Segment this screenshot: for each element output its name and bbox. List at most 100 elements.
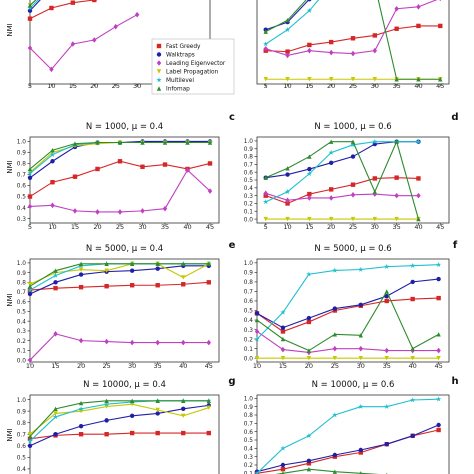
panel-a-x-tick-label: 25 xyxy=(112,82,120,90)
panel-f-x-tick-label: 20 xyxy=(305,362,313,370)
legend-entry-multilevel: Multilevel xyxy=(166,78,194,84)
panel-e-x-tick-label: 45 xyxy=(205,362,213,370)
panel-d-point-leading-eigenvector xyxy=(416,192,421,199)
panel-c-point-fast-greedy xyxy=(50,180,55,185)
panel-f-point-multilevel xyxy=(332,267,338,273)
panel-f-point-leading-eigenvector xyxy=(254,328,260,335)
panel-c-point-infomap xyxy=(207,140,213,145)
panel-c-y-tick-label: 0.7 xyxy=(17,173,27,179)
panel-g-y-tick-label: 0.8 xyxy=(17,421,27,427)
panel-f-y-tick-label: 0.2 xyxy=(244,337,254,343)
panel-f-y-tick-label: 0.4 xyxy=(244,318,254,324)
panel-e-title: N = 5000, μ = 0.4 xyxy=(86,244,163,254)
panel-b-axes-frame xyxy=(256,0,450,85)
panel-e-x-tick-label: 30 xyxy=(128,362,136,370)
panel-g-point-infomap xyxy=(78,400,84,406)
panel-c-point-infomap xyxy=(140,140,145,145)
panel-d-point-multilevel xyxy=(415,138,422,144)
panel-d-x-tick-label: 15 xyxy=(305,223,313,231)
panel-e-point-fast-greedy xyxy=(78,284,84,290)
panel-h-point-fast-greedy xyxy=(306,461,312,466)
y-axis-label-c: NMI xyxy=(6,160,14,173)
panel-h-y-tick-label: 0.2 xyxy=(244,463,254,469)
panel-e-x-tick-label: 35 xyxy=(154,362,162,370)
panel-h-y-tick-label: 0.7 xyxy=(244,422,254,428)
panel-f-point-label-propagation xyxy=(332,355,338,361)
panel-f-point-walktraps xyxy=(436,276,441,282)
panel-d-title: N = 1000, μ = 0.6 xyxy=(314,122,391,132)
panel-c-point-walktraps xyxy=(27,175,33,180)
panel-e-point-infomap xyxy=(181,261,186,267)
panel-c-point-infomap xyxy=(185,140,190,145)
panel-c-x-tick-label: 45 xyxy=(206,223,214,231)
panel-b-point-fast-greedy xyxy=(350,36,356,41)
panel-f-point-infomap xyxy=(384,289,389,294)
panel-e-x-tick-label: 10 xyxy=(26,362,34,370)
panel-d-y-tick-label: 0.8 xyxy=(244,155,254,161)
panel-h-point-multilevel xyxy=(435,396,442,402)
panel-e-point-fast-greedy xyxy=(155,283,160,288)
panel-c-x-tick-label: 15 xyxy=(71,223,79,231)
panel-e-y-tick-label: 0.6 xyxy=(17,300,27,306)
panel-h-point-multilevel xyxy=(410,397,416,403)
panel-g-point-walktraps xyxy=(27,443,33,448)
panel-g-y-tick-label: 1.0 xyxy=(17,398,27,404)
legend-box xyxy=(151,38,235,95)
y-axis-label-e: NMI xyxy=(6,293,14,306)
panel-f-point-multilevel xyxy=(384,263,390,269)
panel-c-point-infomap xyxy=(72,141,78,146)
panel-g-point-walktraps xyxy=(78,423,84,429)
y-axis-label-top: NMI xyxy=(6,23,14,36)
panel-h-y-tick-label: 0.8 xyxy=(244,413,254,419)
panel-h-title: N = 10000, μ = 0.6 xyxy=(312,380,395,390)
panel-d-point-walktraps xyxy=(350,154,356,159)
panel-f-point-infomap xyxy=(280,336,286,342)
panel-g-point-walktraps xyxy=(181,406,186,412)
panel-c-y-tick-label: 1.0 xyxy=(17,140,27,146)
panel-h-point-walktraps xyxy=(358,447,363,453)
panel-e-series-line-infomap xyxy=(29,263,209,287)
panel-c-point-infomap xyxy=(117,140,123,145)
panel-c-point-leading-eigenvector xyxy=(140,208,145,214)
panel-d-point-multilevel xyxy=(284,188,291,194)
panel-c-y-tick-label: 0.3 xyxy=(17,217,27,223)
panel-g-point-fast-greedy xyxy=(206,430,211,436)
panel-e-axes-frame xyxy=(29,258,220,363)
panel-e-series-line-fast-greedy xyxy=(29,281,209,291)
panel-e-point-leading-eigenvector xyxy=(78,337,84,344)
panel-g-point-fast-greedy xyxy=(129,430,135,436)
panel-c-x-tick-label: 35 xyxy=(161,223,169,231)
panel-label-h: h xyxy=(451,376,458,387)
panel-d-x-tick-label: 10 xyxy=(283,223,291,231)
panel-c-x-tick-label: 5 xyxy=(28,223,32,231)
panel-a-point-leading-eigenvector xyxy=(113,23,118,30)
panel-h: 1.00.90.80.70.60.50.40.30.20.10.0N = 100… xyxy=(244,380,450,474)
panel-f-x-tick-label: 10 xyxy=(253,362,261,370)
panel-e-y-tick-label: 0.5 xyxy=(17,310,27,316)
panel-d-point-fast-greedy xyxy=(372,176,378,181)
panel-f-point-walktraps xyxy=(358,302,363,307)
legend-marker-label-propagation xyxy=(156,69,162,74)
panel-d-y-tick-label: 0.7 xyxy=(244,163,254,169)
panel-c-point-leading-eigenvector xyxy=(72,208,78,214)
panel-h-point-multilevel xyxy=(332,412,338,418)
panel-h-point-walktraps xyxy=(332,452,338,458)
panel-e-point-fast-greedy xyxy=(206,280,211,285)
panel-e-point-walktraps xyxy=(129,268,135,273)
panel-h-point-multilevel xyxy=(280,445,286,451)
panel-d-point-multilevel xyxy=(306,170,313,177)
panel-f-point-leading-eigenvector xyxy=(436,347,441,354)
panel-d-series-line-infomap xyxy=(265,140,419,220)
panel-d-point-infomap xyxy=(263,175,268,180)
panel-d-x-tick-label: 25 xyxy=(349,223,357,231)
panel-f-point-leading-eigenvector xyxy=(332,345,338,352)
panel-a-point-walktraps xyxy=(27,8,33,13)
panel-b-point-leading-eigenvector xyxy=(350,50,356,57)
panel-e-y-tick-label: 0.8 xyxy=(17,281,27,287)
panel-e-point-infomap xyxy=(129,261,135,267)
panel-d-x-tick-label: 5 xyxy=(264,223,268,231)
panel-b-point-fast-greedy xyxy=(416,23,421,29)
panel-b-x-tick-label: 15 xyxy=(305,82,313,90)
panel-d-point-fast-greedy xyxy=(350,182,356,187)
panel-f-x-tick-label: 40 xyxy=(409,362,417,370)
